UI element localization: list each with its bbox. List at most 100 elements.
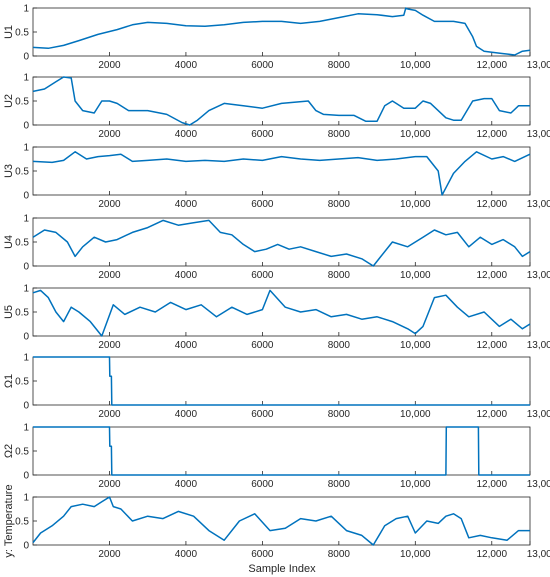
- y-tick-label: 0: [23, 191, 29, 202]
- y-axis-label: U4: [3, 235, 15, 249]
- y-axis-label: U1: [3, 25, 15, 39]
- x-tick-label: 4000: [175, 129, 198, 140]
- x-tick-label: 13,000: [527, 60, 550, 71]
- x-tick-label: 6000: [251, 129, 274, 140]
- x-tick-label: 6000: [251, 409, 274, 420]
- x-tick-label: 10,000: [400, 129, 431, 140]
- panel-6-frame: [32, 356, 531, 406]
- y-tick-label: 0.5: [15, 447, 29, 458]
- x-tick-label: 12,000: [476, 549, 507, 560]
- x-tick-label: 10,000: [400, 270, 431, 281]
- y-tick-label: 1: [23, 284, 29, 295]
- y-axis-label: y: Temperature: [3, 484, 15, 557]
- panel-3: 0 0.5 1 2000 4000 6000 8000 10,000 12,000 13,000 U…: [3, 143, 550, 211]
- x-tick-label: 8000: [328, 549, 351, 560]
- y-tick-label: 1: [23, 493, 29, 504]
- x-tick-label: 13,000: [527, 340, 550, 351]
- y-tick-label: 0.5: [15, 167, 29, 178]
- y-axis-label: Ω1: [3, 374, 15, 388]
- y-tick-label: 1: [23, 423, 29, 434]
- series-line: [32, 7, 531, 56]
- x-tick-label: 8000: [328, 129, 351, 140]
- panel-8-frame: [32, 496, 531, 546]
- panel-6: 0 0.5 1 2000 4000 6000 8000 10,000 12,000 13,000 Ω…: [3, 353, 550, 421]
- x-tick-label: 10,000: [400, 479, 431, 490]
- series-line: [32, 76, 530, 126]
- x-tick-label: 8000: [328, 340, 351, 351]
- y-tick-label: 1: [23, 4, 29, 15]
- x-tick-label: 2000: [98, 409, 121, 420]
- y-tick-label: 0.5: [15, 308, 29, 319]
- x-tick-label: 6000: [251, 199, 274, 210]
- x-tick-label: 8000: [328, 199, 351, 210]
- series-line: [32, 151, 531, 196]
- x-tick-label: 13,000: [527, 129, 550, 140]
- x-tick-label: 6000: [251, 479, 274, 490]
- x-tick-label: 4000: [175, 60, 198, 71]
- y-tick-label: 1: [23, 143, 29, 154]
- panel-8: 0 0.5 1 2000 4000 6000 8000 10,000 12,000 13,000 y…: [3, 484, 550, 560]
- x-tick-label: 4000: [175, 340, 198, 351]
- y-tick-label: 0.5: [15, 517, 29, 528]
- panel-7: 0 0.5 1 2000 4000 6000 8000 10,000 12,000 13,000 Ω…: [3, 423, 550, 491]
- y-axis-label: Ω2: [3, 444, 15, 458]
- y-tick-label: 0: [23, 52, 29, 63]
- x-tick-label: 4000: [175, 479, 198, 490]
- x-tick-label: 10,000: [400, 409, 431, 420]
- x-tick-label: 8000: [328, 60, 351, 71]
- x-tick-label: 13,000: [527, 549, 550, 560]
- x-tick-label: 8000: [328, 479, 351, 490]
- x-tick-label: 4000: [175, 199, 198, 210]
- panel-2-frame: [32, 76, 531, 126]
- x-tick-label: 8000: [328, 409, 351, 420]
- x-tick-label: 4000: [175, 270, 198, 281]
- panel-4-frame: [32, 217, 531, 267]
- panel-4: 0 0.5 1 2000 4000 6000 8000 10,000 12,000 13,000 U…: [3, 214, 550, 282]
- y-tick-label: 0: [23, 121, 29, 132]
- x-tick-label: 12,000: [476, 270, 507, 281]
- x-tick-label: 8000: [328, 270, 351, 281]
- y-tick-label: 0: [23, 401, 29, 412]
- series-line: [32, 289, 531, 337]
- x-tick-label: 12,000: [476, 129, 507, 140]
- x-tick-label: 2000: [98, 199, 121, 210]
- x-tick-label: 10,000: [400, 340, 431, 351]
- panel-5: 0 0.5 1 2000 4000 6000 8000 10,000 12,000 13,000 U…: [3, 284, 550, 352]
- series-line: [33, 356, 530, 406]
- panel-1-frame: [32, 7, 531, 57]
- y-axis-label: U2: [3, 94, 15, 108]
- x-tick-label: 4000: [175, 409, 198, 420]
- panel-7-frame: [32, 426, 531, 476]
- x-tick-label: 2000: [98, 129, 121, 140]
- x-tick-label: 12,000: [476, 199, 507, 210]
- x-tick-label: 13,000: [527, 270, 550, 281]
- y-tick-label: 0.5: [15, 28, 29, 39]
- x-tick-label: 12,000: [476, 479, 507, 490]
- y-axis-label: U5: [3, 305, 15, 319]
- x-tick-label: 12,000: [476, 340, 507, 351]
- y-tick-label: 0.5: [15, 97, 29, 108]
- y-axis-label: U3: [3, 164, 15, 178]
- x-tick-label: 13,000: [527, 409, 550, 420]
- x-tick-label: 13,000: [527, 479, 550, 490]
- y-tick-label: 1: [23, 73, 29, 84]
- series-line: [33, 426, 530, 476]
- x-tick-label: 10,000: [400, 549, 431, 560]
- y-tick-label: 0: [23, 471, 29, 482]
- y-tick-label: 0.5: [15, 238, 29, 249]
- x-axis-label: Sample Index: [248, 563, 316, 575]
- y-tick-label: 0: [23, 262, 29, 273]
- series-line: [32, 219, 531, 267]
- x-tick-label: 2000: [98, 60, 121, 71]
- y-tick-label: 1: [23, 353, 29, 364]
- x-tick-label: 2000: [98, 549, 121, 560]
- x-tick-label: 10,000: [400, 60, 431, 71]
- x-tick-label: 6000: [251, 340, 274, 351]
- panel-2: 0 0.5 1 2000 4000 6000 8000 10,000 12,000 13,000 U…: [3, 73, 550, 141]
- x-tick-label: 2000: [98, 340, 121, 351]
- panels-group: 0 0.5 1 2000 4000 6000 8000 10,000 12,000 13,000 U…: [3, 4, 550, 561]
- x-tick-label: 6000: [251, 549, 274, 560]
- y-tick-label: 0: [23, 332, 29, 343]
- x-tick-label: 2000: [98, 270, 121, 281]
